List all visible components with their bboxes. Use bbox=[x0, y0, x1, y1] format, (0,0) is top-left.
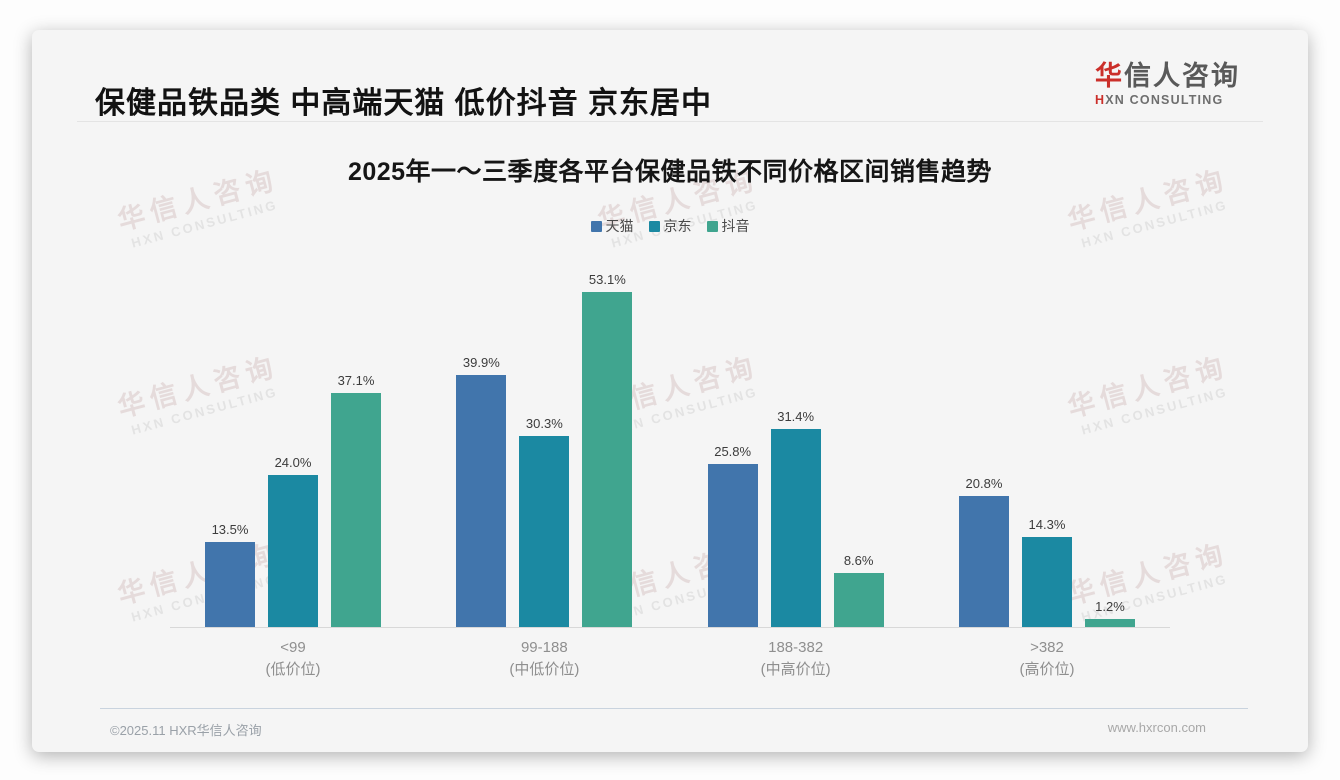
bar-group-4: 20.8% 14.3% 1.2% bbox=[958, 475, 1135, 627]
x-axis-range: <99 bbox=[280, 639, 306, 656]
bar-value-label: 1.2% bbox=[1095, 599, 1125, 615]
bar-抖音-99-188: 53.1% bbox=[582, 271, 633, 627]
bar-value-label: 25.8% bbox=[714, 444, 752, 460]
bar-value-label: 31.4% bbox=[777, 408, 815, 424]
bar-天猫-188-382: 25.8% bbox=[707, 444, 758, 627]
bar-rect bbox=[331, 392, 381, 627]
bar-value-label: 53.1% bbox=[588, 271, 626, 287]
bar-group-2: 39.9% 30.3% 53.1% bbox=[456, 271, 633, 627]
legend-label: 京东 bbox=[663, 218, 692, 234]
bar-rect bbox=[582, 291, 633, 627]
logo-en: HXN CONSULTING bbox=[1095, 92, 1240, 108]
bar-rect bbox=[519, 435, 570, 627]
x-axis-tier: (高价位) bbox=[1019, 661, 1075, 678]
bar-rect bbox=[707, 464, 758, 627]
bar-value-label: 20.8% bbox=[965, 475, 1003, 491]
x-axis-tier: (低价位) bbox=[265, 661, 321, 678]
logo-cn: 华信人咨询 bbox=[1095, 60, 1240, 92]
x-axis-range: 188-382 bbox=[768, 639, 824, 656]
x-axis-label-3: 188-382 (中高价位) bbox=[708, 637, 884, 681]
legend-item-3: 抖音 bbox=[706, 216, 750, 236]
x-axis-tier: (中低价位) bbox=[509, 661, 580, 678]
logo-en-text: XN CONSULTING bbox=[1105, 93, 1224, 107]
report-slide: 保健品铁品类 中高端天猫 低价抖音 京东居中 华信人咨询 HXN CONSULT… bbox=[32, 30, 1308, 752]
bar-抖音->382: 1.2% bbox=[1084, 599, 1135, 627]
bar-抖音-<99: 37.1% bbox=[331, 373, 381, 627]
bar-value-label: 14.3% bbox=[1028, 516, 1066, 532]
x-axis-label-4: >382 (高价位) bbox=[959, 637, 1135, 681]
bar-chart: 13.5% 24.0% 37.1% 39.9% 30.3% 53.1% 25.8% 31.4%… bbox=[170, 268, 1170, 681]
x-axis-label-1: <99 (低价位) bbox=[205, 637, 381, 681]
legend-swatch-icon bbox=[648, 220, 660, 232]
logo-cn-accent: 华 bbox=[1095, 61, 1124, 91]
bar-京东->382: 14.3% bbox=[1021, 516, 1072, 627]
footer-copyright: ©2025.11 HXR华信人咨询 bbox=[110, 723, 262, 738]
page-title: 保健品铁品类 中高端天猫 低价抖音 京东居中 bbox=[95, 87, 713, 120]
legend-label: 抖音 bbox=[721, 218, 750, 234]
plot-area: 13.5% 24.0% 37.1% 39.9% 30.3% 53.1% 25.8% 31.4%… bbox=[170, 268, 1170, 628]
header-divider bbox=[77, 121, 1263, 122]
bar-value-label: 24.0% bbox=[274, 455, 312, 471]
logo-en-accent: H bbox=[1095, 93, 1106, 107]
bar-value-label: 8.6% bbox=[843, 552, 874, 568]
bar-group-1: 13.5% 24.0% 37.1% bbox=[205, 373, 381, 627]
bar-rect bbox=[205, 541, 255, 627]
x-axis-labels: <99 (低价位) 99-188 (中低价位) 188-382 (中高价位) >382 (高价… bbox=[170, 637, 1170, 681]
bar-京东-188-382: 31.4% bbox=[770, 408, 821, 627]
legend-item-1: 天猫 bbox=[590, 216, 634, 236]
bar-value-label: 37.1% bbox=[337, 372, 375, 388]
bar-rect bbox=[268, 475, 318, 627]
bar-天猫-<99: 13.5% bbox=[205, 522, 255, 627]
x-axis-range: >382 bbox=[1030, 639, 1064, 656]
bar-抖音-188-382: 8.6% bbox=[833, 552, 884, 627]
bar-京东-<99: 24.0% bbox=[268, 455, 318, 627]
bar-rect bbox=[456, 375, 507, 627]
footer-divider bbox=[100, 708, 1248, 709]
legend-label: 天猫 bbox=[605, 218, 634, 234]
bar-rect bbox=[958, 495, 1009, 627]
chart-legend: 天猫 京东 抖音 bbox=[32, 216, 1308, 236]
bar-rect bbox=[1021, 536, 1072, 627]
bar-rect bbox=[1084, 619, 1135, 627]
bar-天猫-99-188: 39.9% bbox=[456, 355, 507, 627]
x-axis-label-2: 99-188 (中低价位) bbox=[456, 637, 632, 681]
legend-item-2: 京东 bbox=[648, 216, 692, 236]
bar-天猫->382: 20.8% bbox=[958, 475, 1009, 627]
brand-logo: 华信人咨询 HXN CONSULTING bbox=[1095, 60, 1240, 108]
chart-title: 2025年一～三季度各平台保健品铁不同价格区间销售趋势 bbox=[347, 158, 993, 186]
bar-rect bbox=[770, 428, 821, 627]
bar-京东-99-188: 30.3% bbox=[519, 415, 570, 627]
footer-website: www.hxrcon.com bbox=[1107, 720, 1206, 735]
legend-swatch-icon bbox=[706, 220, 718, 232]
logo-cn-text: 信人咨询 bbox=[1124, 61, 1240, 91]
bar-rect bbox=[833, 572, 884, 627]
x-axis-tier: (中高价位) bbox=[760, 661, 831, 678]
x-axis-range: 99-188 bbox=[520, 639, 568, 656]
bar-value-label: 39.9% bbox=[462, 355, 500, 370]
bar-value-label: 13.5% bbox=[211, 521, 249, 537]
bar-group-3: 25.8% 31.4% 8.6% bbox=[707, 408, 884, 627]
bar-value-label: 30.3% bbox=[525, 415, 563, 431]
legend-swatch-icon bbox=[590, 220, 602, 232]
